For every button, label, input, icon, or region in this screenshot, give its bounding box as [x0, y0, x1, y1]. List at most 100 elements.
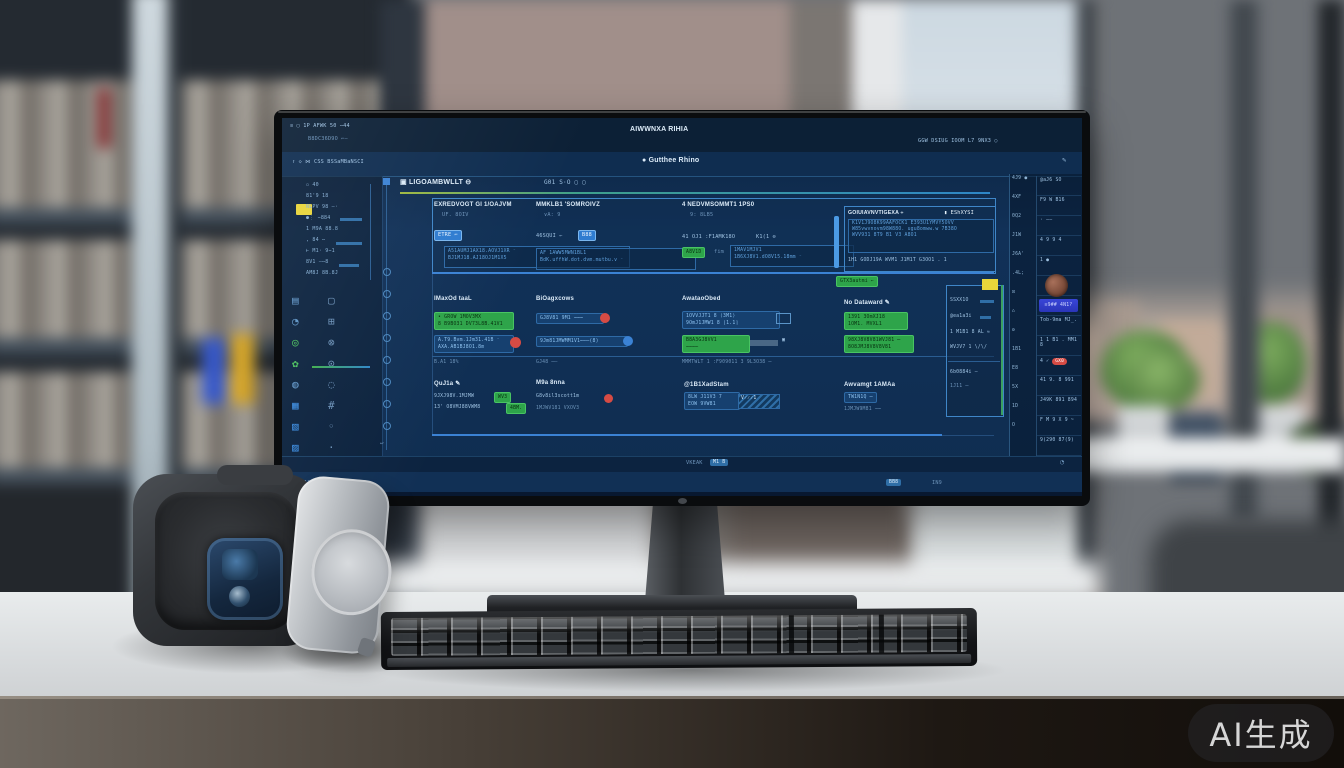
- rail-label[interactable]: E8: [1012, 366, 1019, 371]
- calendar-icon[interactable]: ⊡: [1012, 290, 1016, 295]
- module-icon[interactable]: ◌: [328, 378, 335, 391]
- gear-icon[interactable]: ⚙: [1012, 328, 1016, 333]
- module-icon[interactable]: ▤: [292, 294, 299, 307]
- rail-label[interactable]: 1D: [1012, 404, 1019, 409]
- tree-item[interactable]: 81'9 18: [306, 193, 329, 199]
- rail-label[interactable]: .4L;: [1012, 271, 1025, 276]
- task-chip-green[interactable]: 98XJ8V8V81WVJ81 ⋯ 8O8JMJ8V8V8V81: [844, 335, 914, 353]
- tree-item[interactable]: ⊢ M1· 9⋯1: [306, 248, 335, 254]
- status-chip[interactable]: M1 B: [710, 459, 729, 466]
- rail-label[interactable]: 4J9 ●: [1012, 176, 1028, 181]
- task-chip-blue[interactable]: 9Jm81JMWMM1V1⋯⋯⋯(8): [536, 336, 628, 347]
- rail-node[interactable]: [383, 400, 391, 408]
- edit-tool-icon[interactable]: ✎: [1062, 156, 1067, 164]
- module-icon[interactable]: ◔: [292, 315, 299, 328]
- task-chip-green[interactable]: B8A3GJ8VV1 ⋯⋯⋯⋯: [682, 335, 750, 353]
- leaf-icon[interactable]: ✿: [292, 357, 299, 370]
- help-icon[interactable]: ◔: [1060, 458, 1065, 466]
- info-dot-blue[interactable]: [623, 336, 633, 346]
- rail-label[interactable]: 5X: [1012, 385, 1019, 390]
- titlebar-menu[interactable]: GGW DSIUG IOOM L7 9NX3 ○: [918, 138, 998, 144]
- task-chip-blue[interactable]: GJ8V81 9M1 ⋯⋯⋯: [536, 313, 604, 324]
- rail-node[interactable]: [383, 290, 391, 298]
- folder-icon[interactable]: ▨: [292, 441, 299, 454]
- task-chip-green[interactable]: 1391 3OmXJ18 1OM1. MVXL1: [844, 312, 908, 330]
- detail-box[interactable]: 1MAV1MJV1 1B6XJ8V1.dO8V15.18mm ⁻: [730, 245, 854, 267]
- board-bottom-line: [432, 434, 942, 436]
- rail-label[interactable]: J1W: [1012, 233, 1022, 238]
- highlight-marker[interactable]: [982, 279, 998, 290]
- tag-green[interactable]: WV3: [494, 392, 512, 403]
- rail-label[interactable]: 1B1: [1012, 347, 1022, 352]
- rail-node[interactable]: [383, 312, 391, 320]
- module-icon[interactable]: ⊙: [328, 357, 335, 370]
- alert-dot-red[interactable]: [600, 313, 610, 323]
- rail-node[interactable]: [383, 268, 391, 276]
- status-chip-green[interactable]: GTX3autmi ⌐: [836, 276, 878, 287]
- rail-label[interactable]: 0Q2: [1012, 214, 1022, 219]
- module-icon[interactable]: ⊗: [328, 336, 335, 349]
- rail-anchor[interactable]: [383, 178, 390, 185]
- rail-node[interactable]: [383, 378, 391, 386]
- inspector-row[interactable]: 6b0884i —: [950, 370, 978, 375]
- pattern-box[interactable]: V⁄⁄⁄1: [738, 394, 780, 409]
- module-icon[interactable]: ⊞: [328, 315, 335, 328]
- folder-icon[interactable]: ▧: [292, 420, 299, 433]
- rail-label[interactable]: O: [1012, 423, 1016, 428]
- stage-chip[interactable]: B88: [578, 230, 596, 241]
- alert-dot-red[interactable]: [604, 394, 613, 403]
- copy-icon[interactable]: ▣: [782, 337, 786, 343]
- module-icon[interactable]: ▢: [328, 294, 335, 307]
- module-icon[interactable]: #: [328, 399, 335, 412]
- brain-thumbnail[interactable]: [1045, 274, 1068, 297]
- menubar-left-items[interactable]: ↑ ◇ ⋈ CSS BSSaMBaNSCI: [292, 159, 364, 165]
- notice-icon[interactable]: [296, 204, 312, 215]
- rail-node[interactable]: [383, 356, 391, 364]
- task-chip-blue[interactable]: 8LW J11V3 7 EOW 9VW81: [684, 392, 740, 410]
- mini-counter-box[interactable]: [776, 313, 791, 324]
- summary-badge[interactable]: ▮ EShXYSI: [944, 210, 974, 216]
- tree-item[interactable]: 1 M9A 88.8: [306, 226, 339, 232]
- error-pill[interactable]: GX0: [1052, 358, 1067, 365]
- tree-item[interactable]: ▫ 40: [306, 182, 319, 188]
- activity-row: 9(290 87(9): [1037, 436, 1081, 456]
- module-icon[interactable]: ·: [328, 441, 335, 454]
- primary-action-button[interactable]: ≡9## 4N1?: [1039, 299, 1078, 312]
- tree-item[interactable]: 8V1 —⋯8: [306, 259, 329, 265]
- stage-chip[interactable]: ETRE ⌐: [434, 230, 462, 241]
- task-chip-blue[interactable]: TW1N1Q ⋯: [844, 392, 877, 403]
- inspector-row[interactable]: WVJV7 1 \/\/: [950, 345, 988, 350]
- rail-label[interactable]: J6A': [1012, 252, 1025, 257]
- task-chip-blue[interactable]: A.T9.Bvm.1Jm31.41B ⁻ AXA.AB1BJ8O1.8m: [434, 335, 514, 353]
- window-controls[interactable]: ≡ ▢ 1P AFWK 50 ⋯44: [290, 123, 350, 129]
- home-icon[interactable]: ⌂: [1012, 309, 1016, 314]
- folder-icon[interactable]: ▦: [292, 399, 299, 412]
- status-chip-green[interactable]: A8V1D: [682, 247, 706, 258]
- rail-return-icon[interactable]: ↩: [380, 440, 384, 447]
- scrollbar-thumb[interactable]: [834, 216, 839, 268]
- inspector-row[interactable]: 1J11 ⋯: [950, 384, 969, 389]
- rail-node[interactable]: [383, 334, 391, 342]
- tree-item[interactable]: ●⋮ ⋯884: [306, 215, 331, 221]
- inspector-row[interactable]: 1 M1B1 8 AL ≈: [950, 330, 991, 335]
- status-icon-green[interactable]: ◎: [292, 336, 299, 349]
- tree-item[interactable]: , 84 ⋯: [306, 237, 326, 243]
- stage-meta[interactable]: K1(1 ⊖: [756, 234, 776, 240]
- tree-item[interactable]: AM8J 8B.8J: [306, 270, 339, 276]
- footer-chip[interactable]: BB8: [886, 479, 902, 486]
- tree-item[interactable]: NLPV 98 —·: [306, 204, 339, 210]
- task-chip-blue[interactable]: 1OVVJJT1 8 ⟨3M1⟩ 9OmJ1JMW1 8 ⌊1.1⌉: [682, 311, 780, 329]
- detail-box[interactable]: AF 1AWW5MWN1BL1 BdK.uffhW.dot.dvm.mutbu.…: [536, 248, 696, 270]
- silver-pad: [284, 474, 396, 658]
- inspector-row[interactable]: SSXX1O: [950, 298, 969, 303]
- tag-green[interactable]: 4BM.: [506, 403, 527, 414]
- rail-label[interactable]: 4XF: [1012, 195, 1022, 200]
- keyboard[interactable]: [380, 607, 978, 671]
- task-chip-green[interactable]: • GROW 1MOV3MX 8 B9BO31 DV73L8B.41V1: [434, 312, 514, 330]
- board-toolbar-meta[interactable]: G01 S·O ▢ ▢: [544, 179, 586, 186]
- module-icon[interactable]: ◦: [328, 420, 335, 433]
- rail-node[interactable]: [383, 422, 391, 430]
- inspector-row[interactable]: @ea1a3i: [950, 314, 972, 319]
- alert-dot-red[interactable]: [510, 337, 521, 348]
- module-icon[interactable]: ◍: [292, 378, 299, 391]
